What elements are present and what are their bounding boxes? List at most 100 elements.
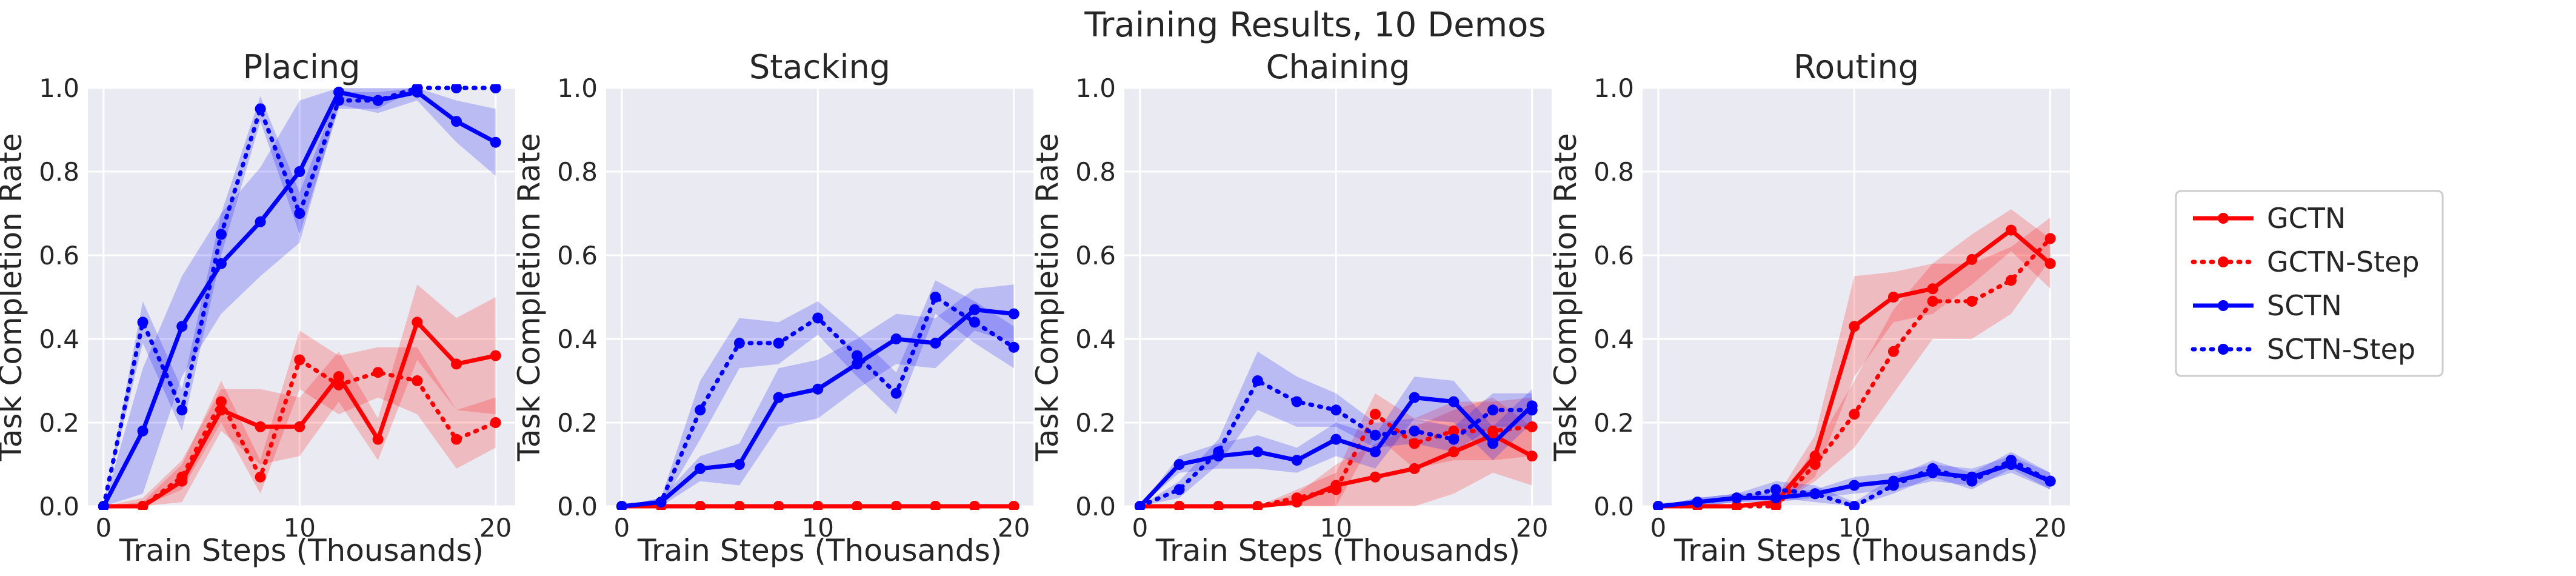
point-sctn (1448, 396, 1460, 407)
x-axis-label: Train Steps (Thousands) (1155, 533, 1520, 568)
legend-marker (2218, 256, 2229, 267)
point-gctn (294, 421, 305, 432)
point-gctn (333, 371, 344, 383)
y-tick-label: 1.0 (557, 73, 598, 103)
chart-panels: 0.0 0.2 0.4 0.6 0.8 1.0 0 10 20 Placing Train Step… (0, 48, 2070, 568)
legend-label: SCTN (2267, 289, 2342, 322)
y-axis-label: Task Completion Rate (1548, 133, 1583, 462)
point-sctn (1252, 446, 1263, 458)
point-gctn (1927, 283, 1938, 295)
y-tick-label: 0.0 (39, 492, 79, 521)
point-sctn (695, 463, 706, 474)
y-tick-label: 0.0 (557, 492, 598, 521)
y-tick-label: 0.2 (1075, 408, 1116, 438)
point-gctn-step (2044, 233, 2056, 244)
x-tick-label: 10 (1320, 513, 1352, 543)
legend-marker (2218, 213, 2229, 224)
legend: GCTN GCTN-Step SCTN SCTN-Step (2175, 190, 2444, 377)
y-tick-label: 0.4 (1593, 324, 1634, 354)
point-gctn (1448, 446, 1460, 458)
point-gctn-step (930, 501, 941, 510)
point-sctn (176, 321, 188, 332)
y-tick-label: 1.0 (1075, 73, 1116, 103)
point-sctn (1770, 492, 1781, 504)
point-sctn (851, 358, 863, 370)
band-gctn-step (1658, 217, 2050, 506)
point-sctn-step (98, 501, 109, 510)
point-sctn-step (773, 337, 784, 349)
x-tick-label: 10 (284, 513, 316, 543)
legend-box (2175, 190, 2444, 377)
y-tick-label: 0.8 (557, 157, 598, 187)
legend-label: GCTN-Step (2267, 246, 2420, 278)
point-sctn-step (890, 387, 902, 399)
point-sctn (255, 216, 266, 227)
point-sctn-step (1652, 501, 1664, 510)
plot-area (1643, 88, 2070, 506)
point-sctn-step (1173, 484, 1185, 495)
point-gctn-step (773, 501, 784, 510)
point-sctn-step (1927, 463, 1938, 474)
point-sctn-step (1966, 475, 1978, 487)
x-axis-label: Train Steps (Thousands) (637, 533, 1002, 568)
point-gctn-step (851, 501, 863, 510)
point-gctn-step (1849, 409, 1860, 420)
point-sctn-step (1330, 404, 1342, 416)
point-sctn-step (450, 84, 462, 93)
point-gctn-step (1770, 501, 1781, 510)
legend-item-sctn-step: SCTN-Step (2191, 333, 2415, 366)
x-axis-label: Train Steps (Thousands) (119, 533, 484, 568)
point-sctn-step (412, 84, 423, 93)
point-gctn-step (812, 501, 824, 510)
band-gctn (103, 284, 496, 506)
legend-label: SCTN-Step (2267, 333, 2415, 366)
y-tick-label: 0.0 (1075, 492, 1116, 521)
y-tick-label: 0.2 (39, 408, 79, 438)
point-sctn (1291, 455, 1303, 466)
point-gctn-step (1252, 501, 1263, 510)
y-axis-label: Task Completion Rate (0, 133, 28, 462)
point-sctn (890, 333, 902, 344)
point-gctn (1887, 292, 1899, 303)
y-tick-label: 0.8 (1075, 157, 1116, 187)
x-tick-label: 0 (1650, 513, 1667, 543)
y-tick-label: 0.2 (557, 408, 598, 438)
x-tick-label: 0 (96, 513, 112, 543)
point-gctn-step (1173, 501, 1185, 510)
y-tick-label: 0.6 (1075, 241, 1116, 270)
point-sctn-step (372, 95, 384, 106)
point-gctn (2044, 258, 2056, 269)
legend-item-gctn: GCTN (2193, 202, 2346, 235)
plot-data (98, 84, 501, 510)
y-axis-label: Task Completion Rate (512, 133, 547, 462)
legend-item-gctn-step: GCTN-Step (2191, 246, 2420, 278)
point-sctn-step (1770, 484, 1781, 495)
point-gctn (450, 358, 462, 370)
point-gctn-step (1809, 459, 1821, 470)
x-tick-label: 20 (998, 513, 1030, 543)
point-gctn-step (372, 367, 384, 378)
point-sctn-step (2005, 455, 2017, 466)
plot-data (616, 280, 1019, 510)
point-sctn-step (1887, 480, 1899, 491)
panel-placing: 0.0 0.2 0.4 0.6 0.8 1.0 0 10 20 Placing Train Step… (0, 48, 515, 568)
point-gctn (2005, 224, 2017, 236)
point-sctn-step (1008, 341, 1019, 353)
point-gctn-step (490, 417, 501, 428)
point-gctn (1369, 471, 1381, 483)
point-sctn-step (1291, 396, 1303, 407)
point-sctn-step (1526, 404, 1538, 416)
point-sctn-step (1252, 375, 1263, 386)
point-sctn-step (294, 208, 305, 219)
point-sctn-step (851, 350, 863, 361)
point-gctn-step (890, 501, 902, 510)
x-tick-label: 10 (1838, 513, 1870, 543)
legend-item-sctn: SCTN (2193, 289, 2342, 322)
point-sctn-step (2044, 475, 2056, 487)
legend-marker (2218, 300, 2229, 311)
point-sctn-step (655, 497, 667, 508)
point-gctn-step (1966, 295, 1978, 307)
point-gctn-step (1213, 501, 1224, 510)
point-sctn (333, 86, 344, 98)
